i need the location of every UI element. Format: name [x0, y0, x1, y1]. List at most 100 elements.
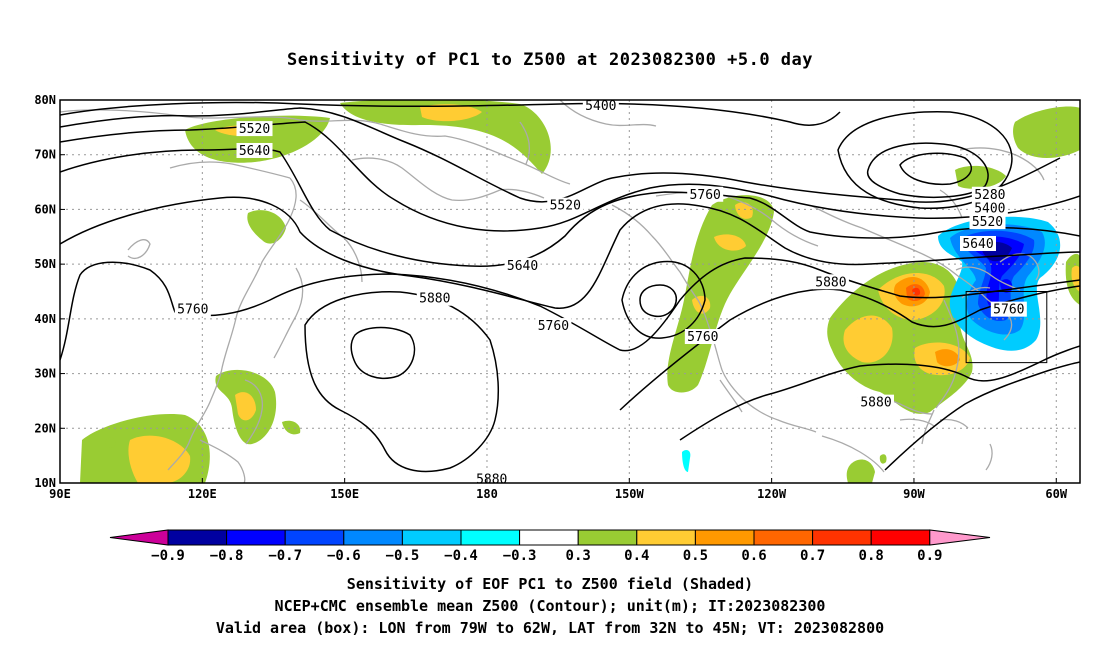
contour-label-11: 5760: [177, 303, 208, 318]
contour-label-4: 5400: [974, 201, 1005, 216]
coastline-segment-27: [939, 189, 963, 219]
contour-label-2: 5640: [239, 144, 270, 159]
contour-label-5: 5520: [972, 215, 1003, 230]
colorbar-label-3: −0.6: [327, 548, 361, 564]
caption-line-1: Sensitivity of EOF PC1 to Z500 field (Sh…: [346, 575, 754, 593]
contour-label-15: 5760: [993, 303, 1024, 318]
shade-region-24: [846, 459, 875, 483]
coastline-segment-6: [199, 439, 246, 483]
shade-region-6: [235, 392, 256, 421]
contour-label-bg-0: [582, 98, 619, 114]
shade-region-25: [879, 454, 887, 464]
colorbar-cell-9: [694, 529, 755, 546]
shade-region-29: [1071, 265, 1080, 292]
colorbar-cell-8: [636, 529, 696, 546]
contour-label-bg-7: [547, 197, 584, 213]
plot-title: Sensitivity of PC1 to Z500 at 2023082300…: [286, 50, 813, 70]
coastline-segment-16: [955, 266, 1021, 291]
captions: Sensitivity of EOF PC1 to Z500 field (Sh…: [0, 573, 1100, 639]
shade-region-12: [735, 202, 753, 219]
axis-ticks: 90E 120E 150E 180 150W 120W 90W 60W 80N 70N 60N 50N…: [34, 93, 1068, 501]
colorbar-cell-11: [812, 529, 872, 546]
shade-region-27: [1013, 106, 1080, 158]
colorbar-cell-12: [870, 529, 931, 546]
coastline-segment-2: [167, 177, 297, 471]
contour-label-3: 5280: [974, 188, 1005, 203]
colorbar-label-10: 0.6: [741, 548, 766, 564]
contour-line-7: [304, 291, 500, 473]
contour-label-bg-16: [858, 394, 894, 410]
colorbar-cell-5: [460, 529, 521, 546]
lon-tick-label-4: 150W: [615, 487, 645, 501]
lon-tick-label-5: 120W: [757, 487, 787, 501]
colorbar-cell-2: [284, 529, 345, 546]
colorbar-label-11: 0.7: [800, 548, 825, 564]
contour-line-9: [621, 260, 706, 339]
sensitivity-shading: [80, 100, 1080, 483]
lon-tick-label-0: 90E: [49, 487, 71, 501]
contour-label-bg-8: [687, 186, 724, 202]
contour-label-bg-15: [990, 301, 1027, 317]
lat-tick-label-3: 50N: [34, 257, 56, 271]
lat-tick-label-7: 10N: [34, 476, 56, 490]
shade-region-13: [714, 234, 746, 251]
coastline-segment-9: [559, 100, 657, 127]
coastline-segment-4: [273, 267, 304, 359]
contour-label-7: 5520: [550, 199, 581, 214]
contour-line-16: [899, 152, 972, 186]
contour-line-4: [749, 197, 1080, 239]
valid-area-rect: [965, 291, 1048, 364]
colorbar-label-9: 0.5: [683, 548, 708, 564]
colorbar-low-end: [109, 529, 169, 546]
shade-region-10: [105, 437, 116, 448]
colorbar: −0.9 −0.8 −0.7 −0.6 −0.5 −0.4 −0.3 0.3 0.4 0.5 0.6…: [109, 529, 991, 564]
shade-region-1: [420, 104, 482, 122]
coastline-segment-14: [811, 205, 919, 253]
shade-region-4: [247, 210, 286, 244]
contour-label-12: 5760: [538, 319, 569, 334]
colorbar-cell-4: [401, 529, 462, 546]
lat-tick-label-1: 70N: [34, 148, 56, 162]
contour-label-9: 5640: [507, 259, 538, 274]
contour-line-10: [639, 284, 678, 318]
contour-label-17: 5880: [476, 472, 507, 487]
shade-region-8: [128, 435, 191, 483]
shade-region-2: [185, 115, 330, 163]
lat-tick-label-0: 80N: [34, 93, 56, 107]
coastline-segment-7: [127, 239, 151, 259]
coastline-segment-25: [985, 443, 993, 471]
lon-tick-label-3: 180: [476, 487, 498, 501]
contour-label-bg-9: [504, 257, 541, 273]
caption-line-2: NCEP+CMC ensemble mean Z500 (Contour); u…: [274, 597, 826, 615]
plot-frame: [59, 99, 1081, 484]
lat-tick-label-6: 20N: [34, 421, 56, 435]
colorbar-high-end: [929, 529, 991, 546]
contour-line-0: [60, 101, 841, 126]
lat-tick-label-4: 40N: [34, 312, 56, 326]
shade-region-0: [340, 100, 551, 174]
contour-label-1: 5520: [239, 122, 270, 137]
coastline-segment-15: [917, 251, 1013, 341]
contour-line-1: [60, 107, 1061, 203]
colorbar-cell-1: [226, 529, 286, 546]
contour-line-12: [679, 345, 1080, 441]
lon-tick-label-2: 150E: [330, 487, 359, 501]
contour-line-8: [350, 326, 416, 380]
contour-label-bg-4: [971, 200, 1008, 216]
valid-area-box: [965, 291, 1048, 364]
contour-label-6: 5640: [962, 237, 993, 252]
contour-label-16: 5880: [860, 396, 891, 411]
coastline-segment-17: [935, 299, 960, 409]
contour-labels: 5400552056405280540055205640552057605640…: [174, 98, 1027, 487]
coastline-segment-20: [821, 435, 885, 473]
lon-tick-label-7: 60W: [1045, 487, 1067, 501]
shade-region-17: [843, 315, 893, 363]
colorbar-label-6: −0.3: [503, 548, 537, 564]
colorbar-label-1: −0.8: [210, 548, 244, 564]
colorbar-label-5: −0.4: [444, 548, 478, 564]
colorbar-cell-6: [519, 529, 579, 546]
shade-region-23: [935, 349, 960, 367]
coastline-segment-24: [999, 253, 1040, 281]
colorbar-cell-0: [167, 529, 228, 546]
coastline-segment-8: [351, 157, 545, 202]
